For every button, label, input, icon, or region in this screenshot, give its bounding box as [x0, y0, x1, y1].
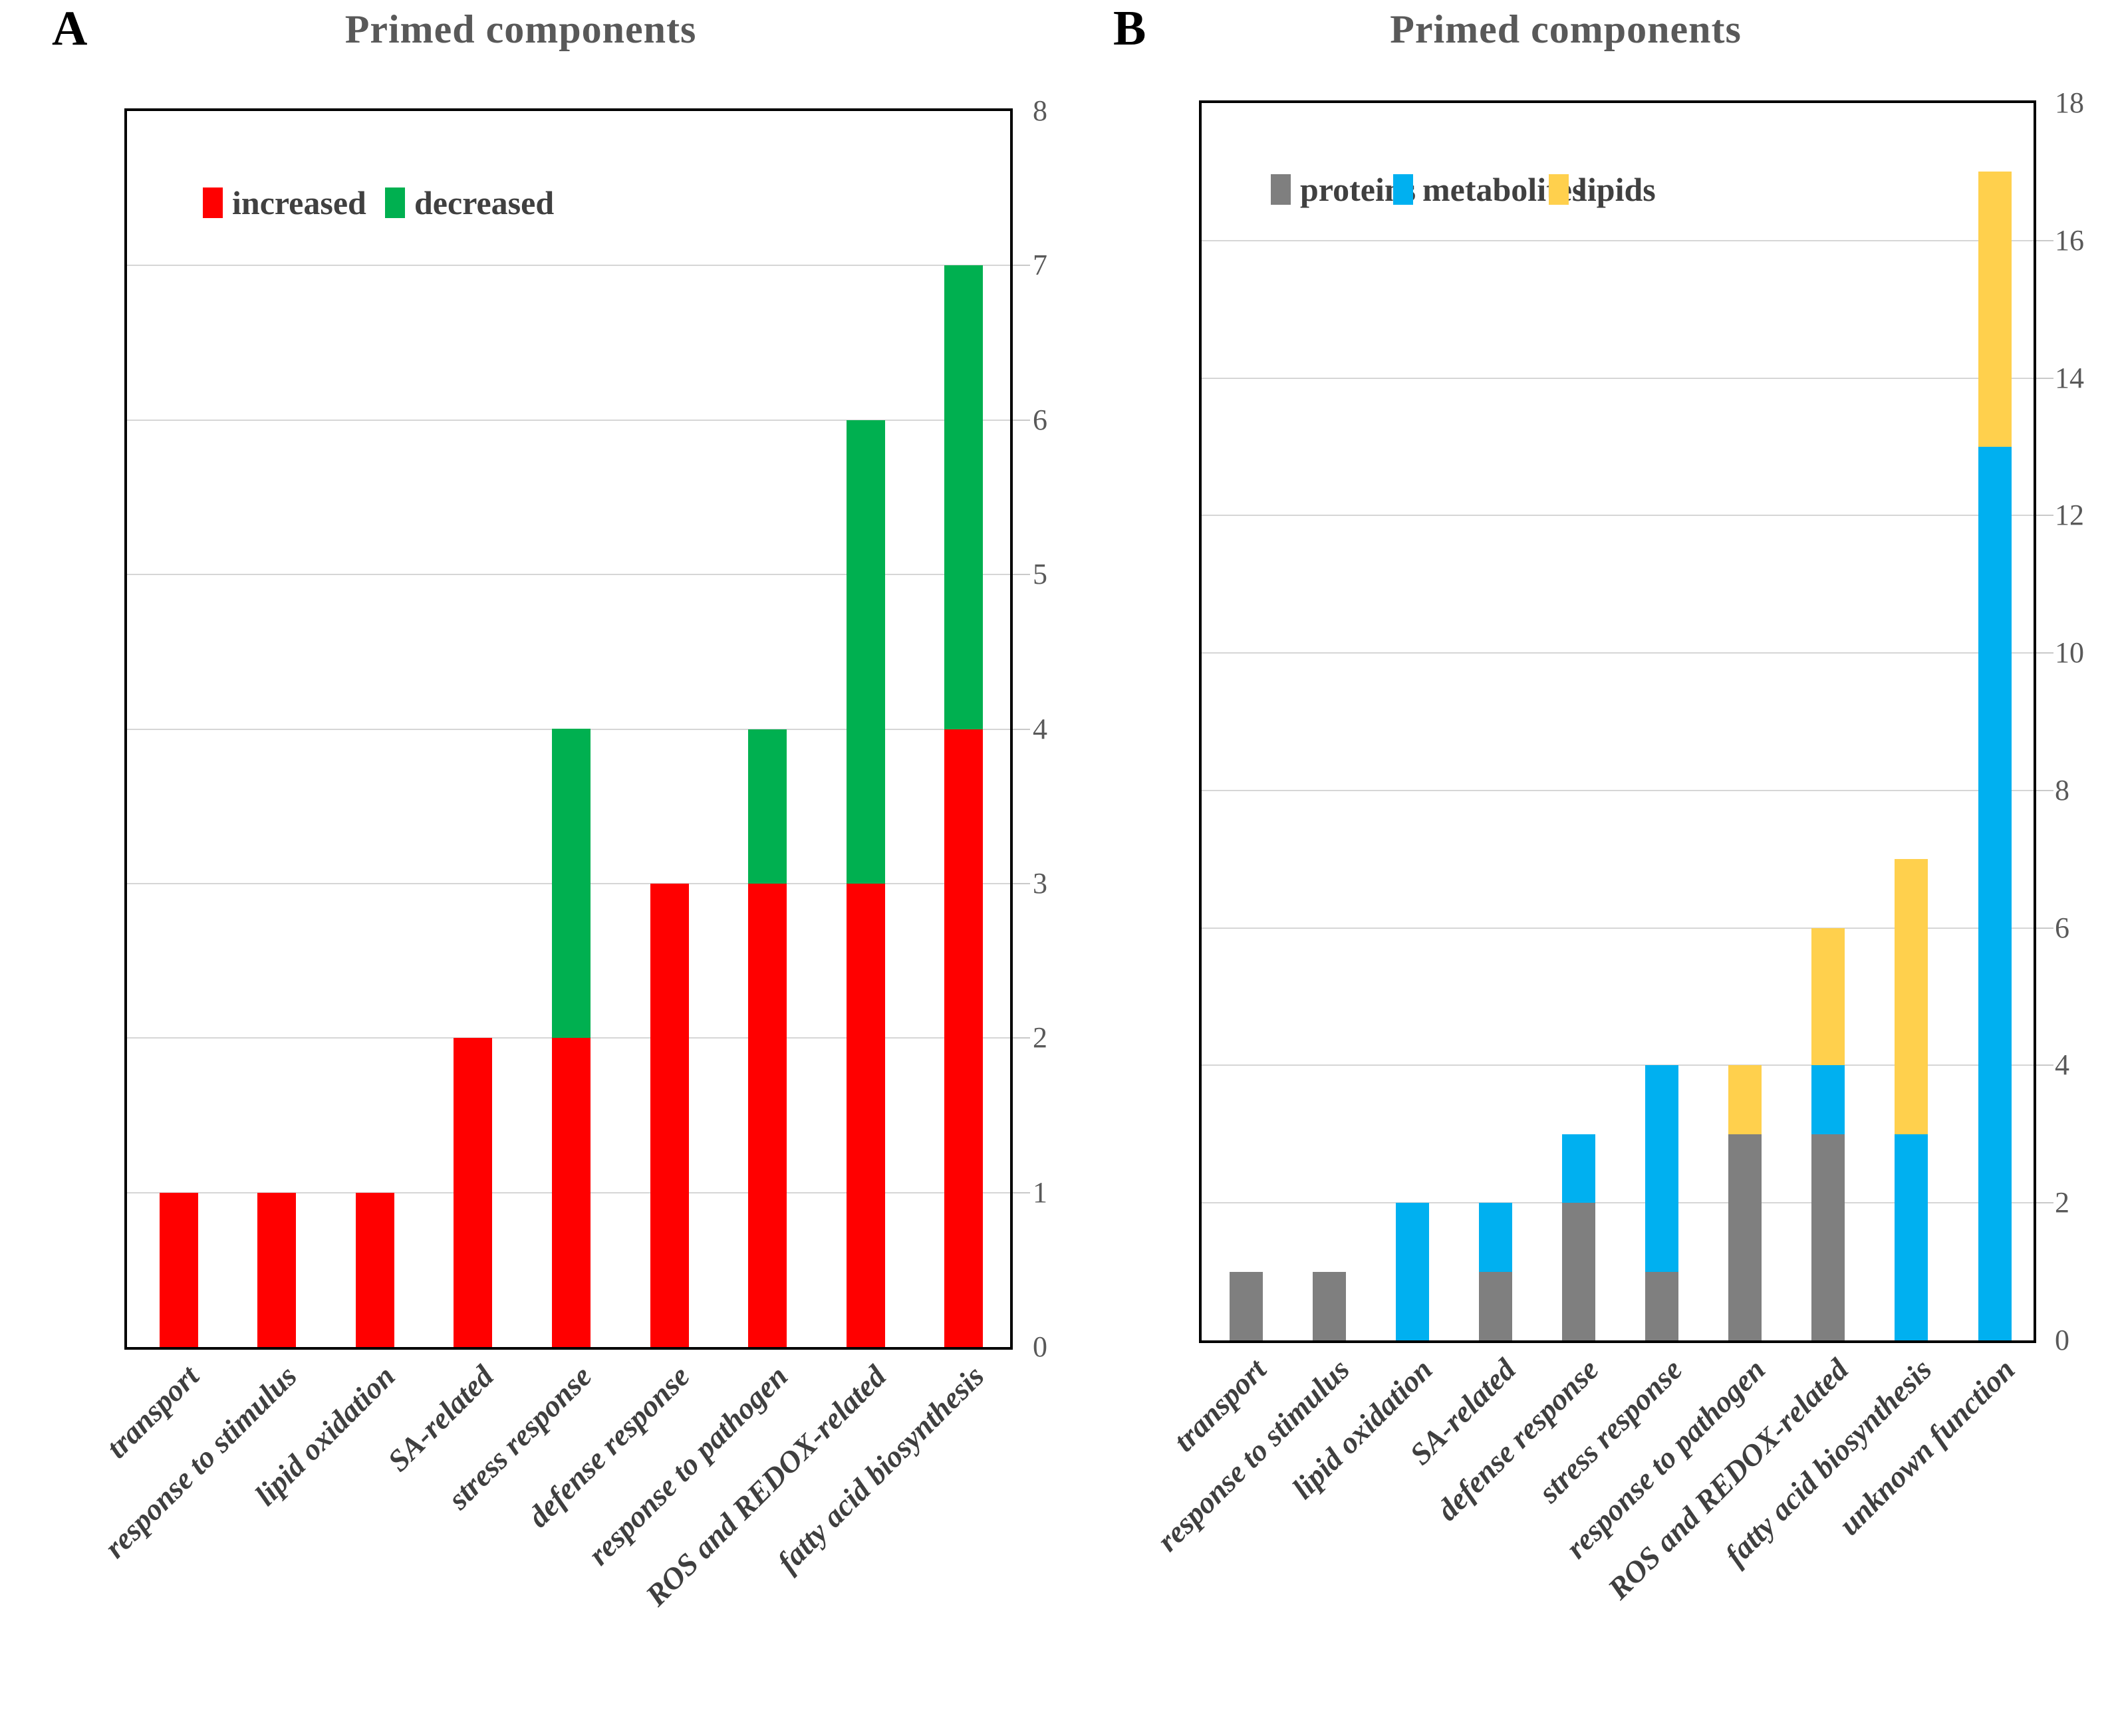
- plot-area-b: [1199, 100, 2036, 1343]
- bar-segment-metabolites: [1645, 1065, 1678, 1272]
- gridline: [1202, 927, 2034, 929]
- y-tick-label: 7: [1033, 249, 1047, 282]
- y-axis-tickmark: [1013, 1037, 1030, 1039]
- panel-label-b: B: [1113, 1, 1146, 56]
- y-axis-tickmark: [2036, 377, 2053, 379]
- bar-segment-lipids: [1811, 928, 1845, 1066]
- gridline: [127, 265, 1010, 267]
- chart-title-a: Primed components: [344, 7, 697, 51]
- bar-segment-decreased: [552, 729, 591, 1039]
- bar-segment-proteins: [1728, 1134, 1762, 1340]
- gridline: [1202, 515, 2034, 517]
- gridline: [1202, 1064, 2034, 1066]
- y-tick-label: 0: [1033, 1330, 1047, 1363]
- y-tick-label: 2: [1033, 1021, 1047, 1054]
- bar-segment-decreased: [748, 729, 787, 884]
- bar-segment-proteins: [1229, 1271, 1263, 1340]
- y-tick-label: 12: [2055, 499, 2084, 532]
- y-tick-label: 4: [2055, 1049, 2069, 1082]
- bar-segment-increased: [552, 1038, 591, 1347]
- y-axis-tickmark: [2036, 789, 2053, 791]
- bar-segment-decreased: [944, 265, 984, 729]
- legend-swatch-proteins-icon: [1271, 174, 1291, 205]
- y-tick-label: 0: [2055, 1324, 2069, 1356]
- y-axis-tickmark: [1013, 265, 1030, 267]
- y-tick-label: 1: [1033, 1176, 1047, 1209]
- y-tick-label: 2: [2055, 1186, 2069, 1219]
- legend-swatch-metabolites-icon: [1393, 174, 1413, 205]
- bar-segment-proteins: [1811, 1134, 1845, 1340]
- y-axis-tickmark: [1013, 419, 1030, 421]
- bar-segment-increased: [748, 883, 787, 1347]
- bar-segment-proteins: [1312, 1271, 1346, 1340]
- y-axis-tickmark: [2036, 927, 2053, 929]
- y-tick-label: 5: [1033, 558, 1047, 591]
- panel-label-a: A: [52, 1, 88, 56]
- legend-item-lipids: lipids: [1549, 172, 1656, 207]
- legend-item-decreased: decreased: [385, 186, 554, 220]
- gridline: [1202, 1202, 2034, 1204]
- bar-segment-increased: [650, 883, 689, 1347]
- y-tick-label: 6: [1033, 403, 1047, 436]
- y-axis-tickmark: [2036, 239, 2053, 241]
- bar-segment-proteins: [1645, 1271, 1678, 1340]
- bar-segment-increased: [257, 1192, 297, 1347]
- y-axis-tickmark: [2036, 1064, 2053, 1066]
- gridline: [1202, 377, 2034, 379]
- y-tick-label: 16: [2055, 223, 2084, 257]
- legend-label-decreased: decreased: [414, 184, 555, 221]
- bar-segment-proteins: [1478, 1271, 1512, 1340]
- bar-segment-metabolites: [1811, 1065, 1845, 1134]
- y-axis-tickmark: [2036, 652, 2053, 654]
- bar-segment-metabolites: [1395, 1203, 1429, 1340]
- bar-segment-increased: [355, 1192, 394, 1347]
- chart-title-b: Primed components: [1390, 7, 1742, 51]
- bar-segment-decreased: [846, 420, 885, 884]
- bar-segment-metabolites: [1978, 446, 2012, 1340]
- y-tick-label: 18: [2055, 86, 2084, 119]
- y-tick-label: 14: [2055, 361, 2084, 394]
- y-axis-tickmark: [2036, 1202, 2053, 1204]
- gridline: [1202, 789, 2034, 791]
- bar-segment-increased: [846, 883, 885, 1347]
- y-axis-tickmark: [1013, 574, 1030, 576]
- bar-segment-increased: [944, 729, 984, 1347]
- bar-segment-metabolites: [1478, 1203, 1512, 1272]
- x-category-label: response to stimulus: [98, 1358, 304, 1564]
- y-axis-tickmark: [1013, 882, 1030, 884]
- legend-swatch-decreased-icon: [385, 187, 405, 218]
- y-tick-label: 10: [2055, 636, 2084, 670]
- y-tick-label: 8: [1033, 94, 1047, 127]
- gridline: [1202, 652, 2034, 654]
- bar-segment-increased: [159, 1192, 198, 1347]
- gridline: [1202, 239, 2034, 241]
- gridline: [127, 574, 1010, 576]
- bar-segment-increased: [454, 1038, 493, 1347]
- bar-segment-proteins: [1561, 1203, 1595, 1340]
- y-axis-tickmark: [2036, 515, 2053, 517]
- bar-segment-metabolites: [1895, 1134, 1928, 1340]
- y-tick-label: 4: [1033, 712, 1047, 745]
- bar-segment-lipids: [1978, 172, 2012, 447]
- gridline: [127, 419, 1010, 421]
- legend-label-lipids: lipids: [1578, 171, 1656, 208]
- bar-segment-lipids: [1728, 1065, 1762, 1134]
- y-tick-label: 6: [2055, 911, 2069, 944]
- bar-segment-metabolites: [1561, 1134, 1595, 1203]
- bar-segment-lipids: [1895, 859, 1928, 1134]
- y-tick-label: 8: [2055, 773, 2069, 806]
- legend-swatch-increased-icon: [203, 187, 223, 218]
- y-tick-label: 3: [1033, 866, 1047, 900]
- y-axis-tickmark: [1013, 728, 1030, 730]
- plot-area-a: [124, 108, 1013, 1350]
- y-axis-tickmark: [1013, 1191, 1030, 1193]
- legend-label-increased: increased: [232, 184, 366, 221]
- legend-item-increased: increased: [203, 186, 366, 220]
- legend-swatch-lipids-icon: [1549, 174, 1569, 205]
